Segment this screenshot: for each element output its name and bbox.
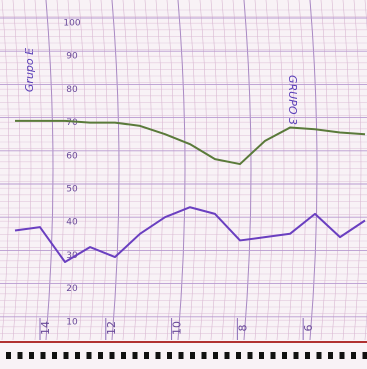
hole	[305, 352, 310, 359]
y-tick-label: 40	[66, 218, 78, 228]
x-tick-label: 12	[105, 321, 118, 335]
chart: Grupo E GRUPO 3 102030405060708090100141…	[0, 0, 367, 369]
hole	[248, 352, 253, 359]
hole	[133, 352, 138, 359]
hole	[87, 352, 92, 359]
hole	[167, 352, 172, 359]
hole	[351, 352, 356, 359]
hole	[64, 352, 69, 359]
annotation: Grupo E	[23, 48, 36, 92]
x-tick-label: 10	[171, 321, 184, 335]
x-tick-label: 6	[302, 325, 315, 332]
y-tick-label: 80	[66, 85, 78, 95]
hole	[259, 352, 264, 359]
hole	[213, 352, 218, 359]
y-tick-label: 10	[66, 317, 78, 327]
hole	[271, 352, 276, 359]
hole	[29, 352, 34, 359]
hole	[190, 352, 195, 359]
hole	[179, 352, 184, 359]
y-tick-label: 100	[63, 19, 80, 29]
y-tick-label: 50	[66, 185, 78, 195]
y-tick-label: 60	[66, 151, 78, 161]
hole	[363, 352, 367, 359]
hole	[6, 352, 11, 359]
x-tick-label: 14	[39, 321, 52, 335]
x-tick-label: 8	[236, 325, 249, 332]
hole	[340, 352, 345, 359]
y-tick-label: 90	[66, 52, 78, 62]
hole	[98, 352, 103, 359]
hole	[52, 352, 57, 359]
hole	[225, 352, 230, 359]
hole	[110, 352, 115, 359]
hole	[282, 352, 287, 359]
hole	[121, 352, 126, 359]
hole	[317, 352, 322, 359]
hole	[18, 352, 23, 359]
y-tick-label: 70	[66, 118, 78, 128]
hole	[156, 352, 161, 359]
y-tick-label: 20	[66, 284, 78, 294]
hole	[294, 352, 299, 359]
hole	[328, 352, 333, 359]
hole	[75, 352, 80, 359]
hole	[236, 352, 241, 359]
hole	[41, 352, 46, 359]
hole	[202, 352, 207, 359]
hole	[144, 352, 149, 359]
